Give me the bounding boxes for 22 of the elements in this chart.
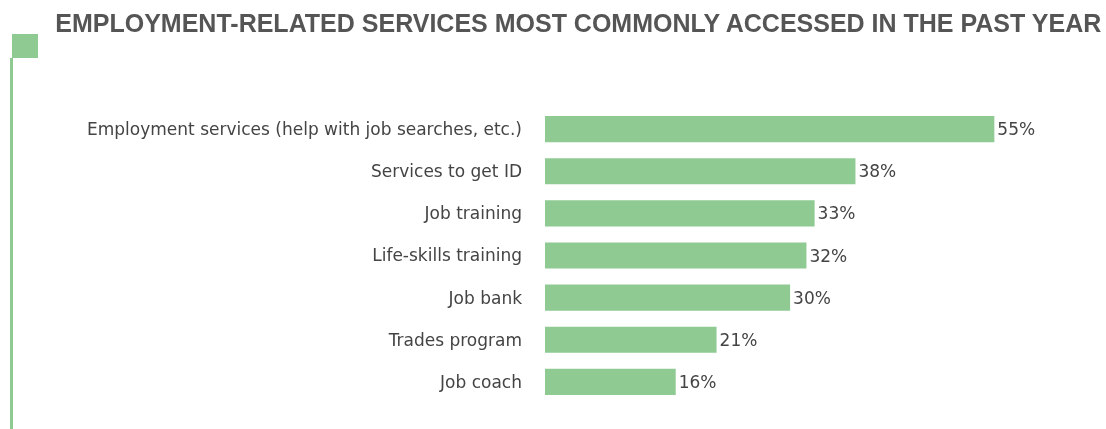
- chart-title: EMPLOYMENT-RELATED SERVICES MOST COMMONLY ACCESSED IN THE PAST YEAR: [55, 9, 1102, 38]
- y-tick-label: Employment services (help with job searches, etc.): [87, 119, 522, 140]
- bar: [545, 116, 995, 143]
- y-tick-label: Job training: [423, 203, 522, 224]
- data-label: 21%: [719, 329, 758, 350]
- y-tick-label: Job coach: [439, 371, 522, 392]
- bar: [545, 158, 856, 185]
- y-tick-label: Trades program: [387, 329, 522, 350]
- bar: [545, 368, 676, 395]
- y-tick-label: Life-skills training: [372, 245, 522, 266]
- data-label: 33%: [817, 203, 856, 224]
- bar: [545, 284, 791, 311]
- y-tick-label: Services to get ID: [371, 161, 522, 182]
- bar: [545, 200, 815, 227]
- data-label: 30%: [793, 287, 831, 308]
- data-label: 32%: [809, 245, 848, 266]
- bar: [545, 242, 807, 269]
- data-label: 55%: [997, 119, 1036, 140]
- data-label: 16%: [678, 371, 717, 392]
- bar: [545, 326, 717, 353]
- y-tick-label: Job bank: [447, 287, 523, 308]
- data-label: 38%: [858, 161, 897, 182]
